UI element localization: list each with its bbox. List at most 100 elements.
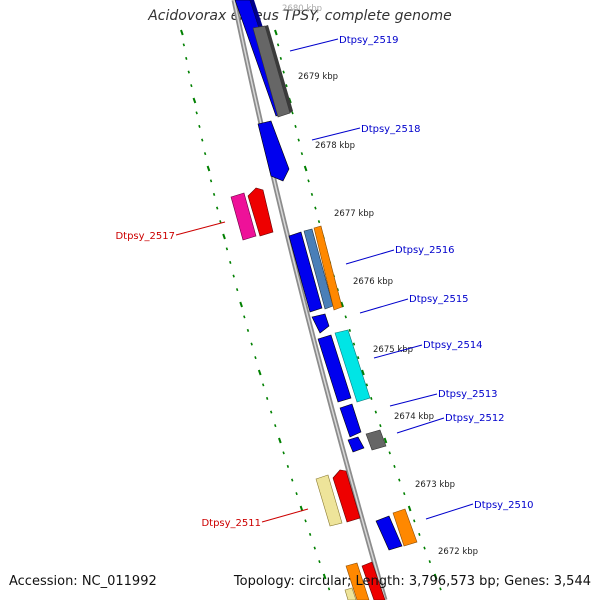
tick-mark (348, 328, 352, 332)
tick-mark (314, 206, 317, 210)
leader-line (359, 298, 409, 314)
gene-arrow[interactable] (257, 120, 290, 182)
tick-mark (433, 573, 438, 580)
gene-arrow[interactable] (334, 329, 371, 403)
tick-mark (428, 560, 431, 564)
gene-label[interactable]: Dtpsy_2519 (339, 35, 399, 46)
gene-arrow[interactable] (344, 587, 357, 600)
tick-mark (257, 369, 262, 376)
label-leaders (175, 38, 474, 523)
tick-mark (229, 260, 232, 264)
tick-mark (344, 315, 347, 319)
tick-track-left (180, 29, 331, 591)
tick-mark (285, 84, 288, 88)
gene-arrow[interactable] (313, 225, 343, 311)
tick-mark (282, 70, 285, 74)
gene-arrow[interactable] (361, 561, 386, 600)
gene-arrow[interactable] (317, 334, 352, 403)
tick-mark (250, 342, 253, 346)
tick-mark (407, 505, 412, 512)
tick-mark (216, 206, 219, 210)
gene-arrow[interactable] (247, 187, 274, 237)
gene-arrow[interactable] (332, 469, 361, 523)
scale-label: 2680 kbp (282, 4, 322, 14)
gene-arrow[interactable] (392, 508, 418, 547)
tick-mark (286, 464, 290, 468)
scale-label: 2677 kbp (334, 209, 374, 219)
tick-mark (182, 43, 186, 47)
tick-mark (318, 560, 321, 564)
tick-mark (192, 97, 197, 104)
tick-mark (185, 56, 188, 60)
tick-mark (232, 274, 235, 278)
tick-mark (418, 532, 421, 536)
tick-mark (317, 220, 321, 224)
gene-arrow[interactable] (339, 403, 362, 438)
gene-track-reverse (230, 187, 386, 600)
gene-label[interactable]: Dtpsy_2510 (474, 500, 534, 511)
tick-mark (295, 492, 298, 496)
tick-mark (403, 492, 406, 496)
tick-mark (225, 247, 229, 251)
gene-label[interactable]: Dtpsy_2514 (423, 340, 483, 351)
leader-line (345, 249, 395, 265)
gene-arrow[interactable] (288, 231, 323, 313)
tick-mark (297, 138, 300, 142)
tick-mark (423, 546, 426, 550)
scale-label: 2673 kbp (415, 480, 455, 490)
map-title: Acidovorax ebreus TPSY, complete genome (148, 8, 452, 24)
gene-arrow[interactable] (375, 515, 403, 551)
leader-line (373, 344, 423, 359)
tick-mark (379, 424, 382, 428)
leader-line (175, 221, 226, 236)
gene-label[interactable]: Dtpsy_2516 (395, 245, 455, 256)
tick-mark (222, 233, 226, 240)
tick-mark (307, 179, 310, 183)
leader-line (389, 393, 438, 407)
tick-mark (388, 451, 391, 455)
tick-mark (439, 587, 442, 591)
tick-mark (212, 192, 216, 196)
tick-mark (187, 70, 190, 74)
tick-mark (374, 410, 378, 414)
gene-label[interactable]: Dtpsy_2511 (201, 518, 261, 529)
genome-backbone-highlight (233, 0, 386, 600)
gene-label[interactable]: Dtpsy_2512 (445, 413, 505, 424)
tick-mark (209, 179, 213, 183)
tick-mark (198, 124, 201, 128)
accession-text: Accession: NC_011992 (9, 574, 157, 589)
gene-arrow[interactable] (347, 436, 365, 453)
tick-mark (276, 43, 280, 47)
gene-arrow[interactable] (311, 313, 330, 334)
tick-mark (190, 84, 193, 88)
gene-arrow[interactable] (365, 429, 387, 451)
gene-track-forward (234, 0, 418, 551)
scale-label: 2676 kbp (353, 277, 393, 287)
tick-mark (254, 356, 257, 360)
tick-mark (201, 138, 204, 142)
leader-line (396, 417, 445, 434)
tick-mark (340, 301, 344, 308)
tick-mark (361, 369, 365, 376)
scale-label: 2678 kbp (315, 141, 355, 151)
tick-track-right (274, 29, 442, 591)
tick-mark (235, 288, 239, 292)
tick-mark (239, 301, 243, 308)
gene-arrow[interactable] (230, 192, 257, 241)
gene-label[interactable]: Dtpsy_2515 (409, 294, 469, 305)
tick-mark (370, 396, 373, 400)
gene-label[interactable]: Dtpsy_2518 (361, 124, 421, 135)
tick-mark (291, 478, 294, 482)
scale-label: 2675 kbp (373, 345, 413, 355)
gene-label[interactable]: Dtpsy_2517 (115, 231, 175, 242)
tick-mark (274, 424, 277, 428)
tick-mark (303, 165, 308, 172)
gene-arrow[interactable] (345, 562, 370, 600)
tick-mark (327, 587, 331, 591)
gene-label[interactable]: Dtpsy_2513 (438, 389, 498, 400)
gene-arrow[interactable] (315, 474, 343, 527)
leader-line (425, 503, 474, 520)
tick-mark (180, 29, 184, 36)
tick-mark (365, 383, 369, 387)
